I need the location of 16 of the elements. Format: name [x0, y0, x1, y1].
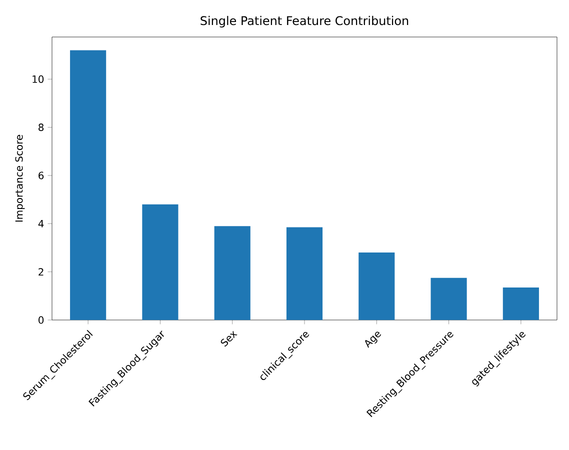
y-tick-label: 10	[32, 75, 44, 83]
bar	[214, 226, 250, 320]
bar	[430, 278, 467, 320]
bar	[358, 252, 395, 320]
y-axis-title: Importance Score	[15, 134, 25, 222]
y-tick-label: 8	[38, 124, 44, 132]
y-tick-label: 0	[38, 316, 44, 324]
y-tick-label: 6	[38, 172, 44, 180]
bar	[142, 204, 178, 320]
bar	[70, 50, 106, 320]
bar	[286, 227, 323, 320]
x-tick-label: Sex	[220, 330, 238, 347]
bar	[502, 287, 539, 320]
chart-title: Single Patient Feature Contribution	[200, 16, 408, 28]
y-tick-label: 4	[38, 220, 44, 228]
y-tick-label: 2	[38, 268, 44, 276]
